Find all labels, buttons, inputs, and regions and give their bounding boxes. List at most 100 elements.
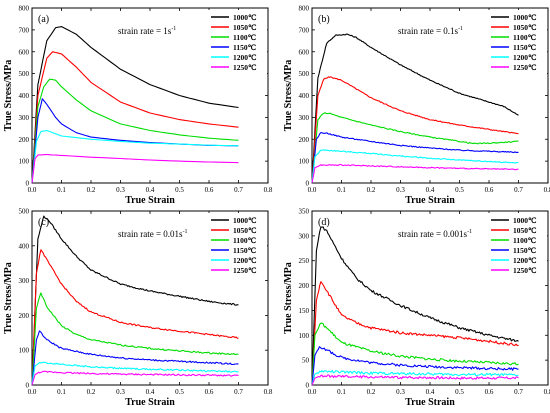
y-tick-label: 300 (19, 114, 30, 122)
y-tick-label: 100 (19, 158, 30, 166)
strain-rate-label: strain rate = 0.1s-1 (398, 26, 463, 36)
chart-panel-c: 0.0 0.1 0.2 0.3 0.4 0.5 0.6 0.7 0.8 0 100 200 300 400… (3, 208, 273, 409)
x-tick-label: 0.6 (485, 388, 494, 396)
x-tick-label: 0.6 (485, 186, 494, 194)
x-tick-label: 0.3 (116, 388, 125, 396)
strain-rate-label: strain rate = 0.01s-1 (118, 229, 188, 239)
series-line-2 (31, 249, 239, 386)
y-tick-label: 100 (299, 158, 310, 166)
x-tick-label: 0.4 (426, 388, 435, 396)
y-tick-label: 200 (299, 136, 310, 144)
y-tick-label: 200 (299, 282, 310, 290)
legend-label: 1100℃ (233, 236, 257, 245)
x-tick-label: 0.0 (308, 388, 317, 396)
legend-label: 1200℃ (233, 256, 257, 265)
legend-label: 1050℃ (233, 226, 257, 235)
x-tick-label: 0.2 (87, 186, 96, 194)
series-line-4 (311, 132, 519, 184)
legend-label: 1250℃ (513, 63, 537, 72)
strain-rate-exponent: -1 (458, 26, 463, 32)
x-tick-label: 0.2 (367, 186, 376, 194)
y-tick-label: 600 (299, 48, 310, 56)
x-tick-label: 0.7 (514, 186, 523, 194)
x-tick-label: 0.5 (455, 186, 464, 194)
strain-rate-label: strain rate = 0.001s-1 (398, 229, 472, 239)
strain-rate-exponent: -1 (183, 229, 188, 235)
x-axis-title: True Strain (405, 195, 455, 206)
x-axis-title: True Strain (405, 397, 455, 408)
y-tick-label: 50 (302, 357, 310, 365)
legend-label: 1000℃ (513, 13, 537, 22)
series-line-5 (311, 149, 519, 184)
legend-box (207, 213, 267, 277)
series-line-1 (311, 226, 519, 386)
legend-label: 1150℃ (233, 246, 257, 255)
x-tick-label: 0.0 (28, 186, 37, 194)
legend-label: 1200℃ (513, 53, 537, 62)
y-tick-label: 350 (299, 208, 310, 216)
series-line-4 (31, 330, 239, 386)
x-tick-label: 0.8 (264, 388, 273, 396)
legend-label: 1250℃ (233, 266, 257, 275)
y-tick-label: 500 (19, 208, 30, 216)
strain-rate-text: strain rate = 0.01s (118, 229, 183, 239)
series-line-2 (31, 51, 239, 184)
series-line-3 (31, 292, 239, 386)
strain-rate-label: strain rate = 1s-1 (118, 26, 176, 36)
x-tick-label: 0.1 (337, 186, 346, 194)
y-tick-label: 300 (299, 114, 310, 122)
x-tick-label: 0.2 (367, 388, 376, 396)
legend-label: 1200℃ (233, 53, 257, 62)
legend-label: 1100℃ (513, 236, 537, 245)
y-tick-label: 400 (19, 92, 30, 100)
series-line-2 (311, 281, 519, 386)
series-line-3 (311, 322, 519, 386)
x-tick-label: 0.6 (205, 186, 214, 194)
series-line-2 (311, 76, 519, 184)
legend-label: 1250℃ (233, 63, 257, 72)
panel-label: (c) (38, 217, 49, 228)
y-tick-label: 200 (19, 136, 30, 144)
y-tick-label: 700 (299, 26, 310, 34)
y-tick-label: 250 (299, 257, 310, 265)
legend-box (487, 10, 547, 74)
y-tick-label: 400 (299, 92, 310, 100)
y-tick-label: 0 (306, 180, 310, 188)
legend-label: 1150℃ (513, 43, 537, 52)
y-tick-label: 500 (299, 70, 310, 78)
x-tick-label: 0.4 (426, 186, 435, 194)
legend-label: 1050℃ (233, 23, 257, 32)
series-line-1 (311, 33, 519, 184)
strain-rate-text: strain rate = 0.1s (398, 26, 459, 36)
y-tick-label: 500 (19, 70, 30, 78)
series-line-4 (311, 346, 519, 386)
series-line-5 (31, 129, 239, 184)
x-tick-label: 0.8 (544, 388, 550, 396)
y-tick-label: 0 (26, 180, 30, 188)
strain-rate-text: strain rate = 0.001s (398, 229, 468, 239)
y-tick-label: 300 (299, 232, 310, 240)
panel-label: (a) (38, 14, 49, 25)
y-tick-label: 700 (19, 26, 30, 34)
x-tick-label: 0.3 (396, 186, 405, 194)
series-line-5 (311, 370, 519, 386)
series-line-6 (31, 154, 239, 184)
y-tick-label: 150 (299, 307, 310, 315)
x-tick-label: 0.2 (87, 388, 96, 396)
x-axis-title: True Strain (125, 397, 175, 408)
x-tick-label: 0.0 (308, 186, 317, 194)
legend-label: 1200℃ (513, 256, 537, 265)
chart-panel-d: 0.0 0.1 0.2 0.3 0.4 0.5 0.6 0.7 0.8 0 50 100 150 200 2… (283, 208, 550, 409)
y-tick-label: 300 (19, 277, 30, 285)
y-axis-title: True Stress/MPa (3, 262, 14, 334)
x-tick-label: 0.4 (146, 186, 155, 194)
legend-label: 1000℃ (233, 216, 257, 225)
legend-label: 1050℃ (513, 226, 537, 235)
y-tick-label: 800 (299, 5, 310, 13)
series-line-4 (31, 98, 239, 184)
x-tick-label: 0.5 (175, 388, 184, 396)
series-line-3 (31, 78, 239, 184)
